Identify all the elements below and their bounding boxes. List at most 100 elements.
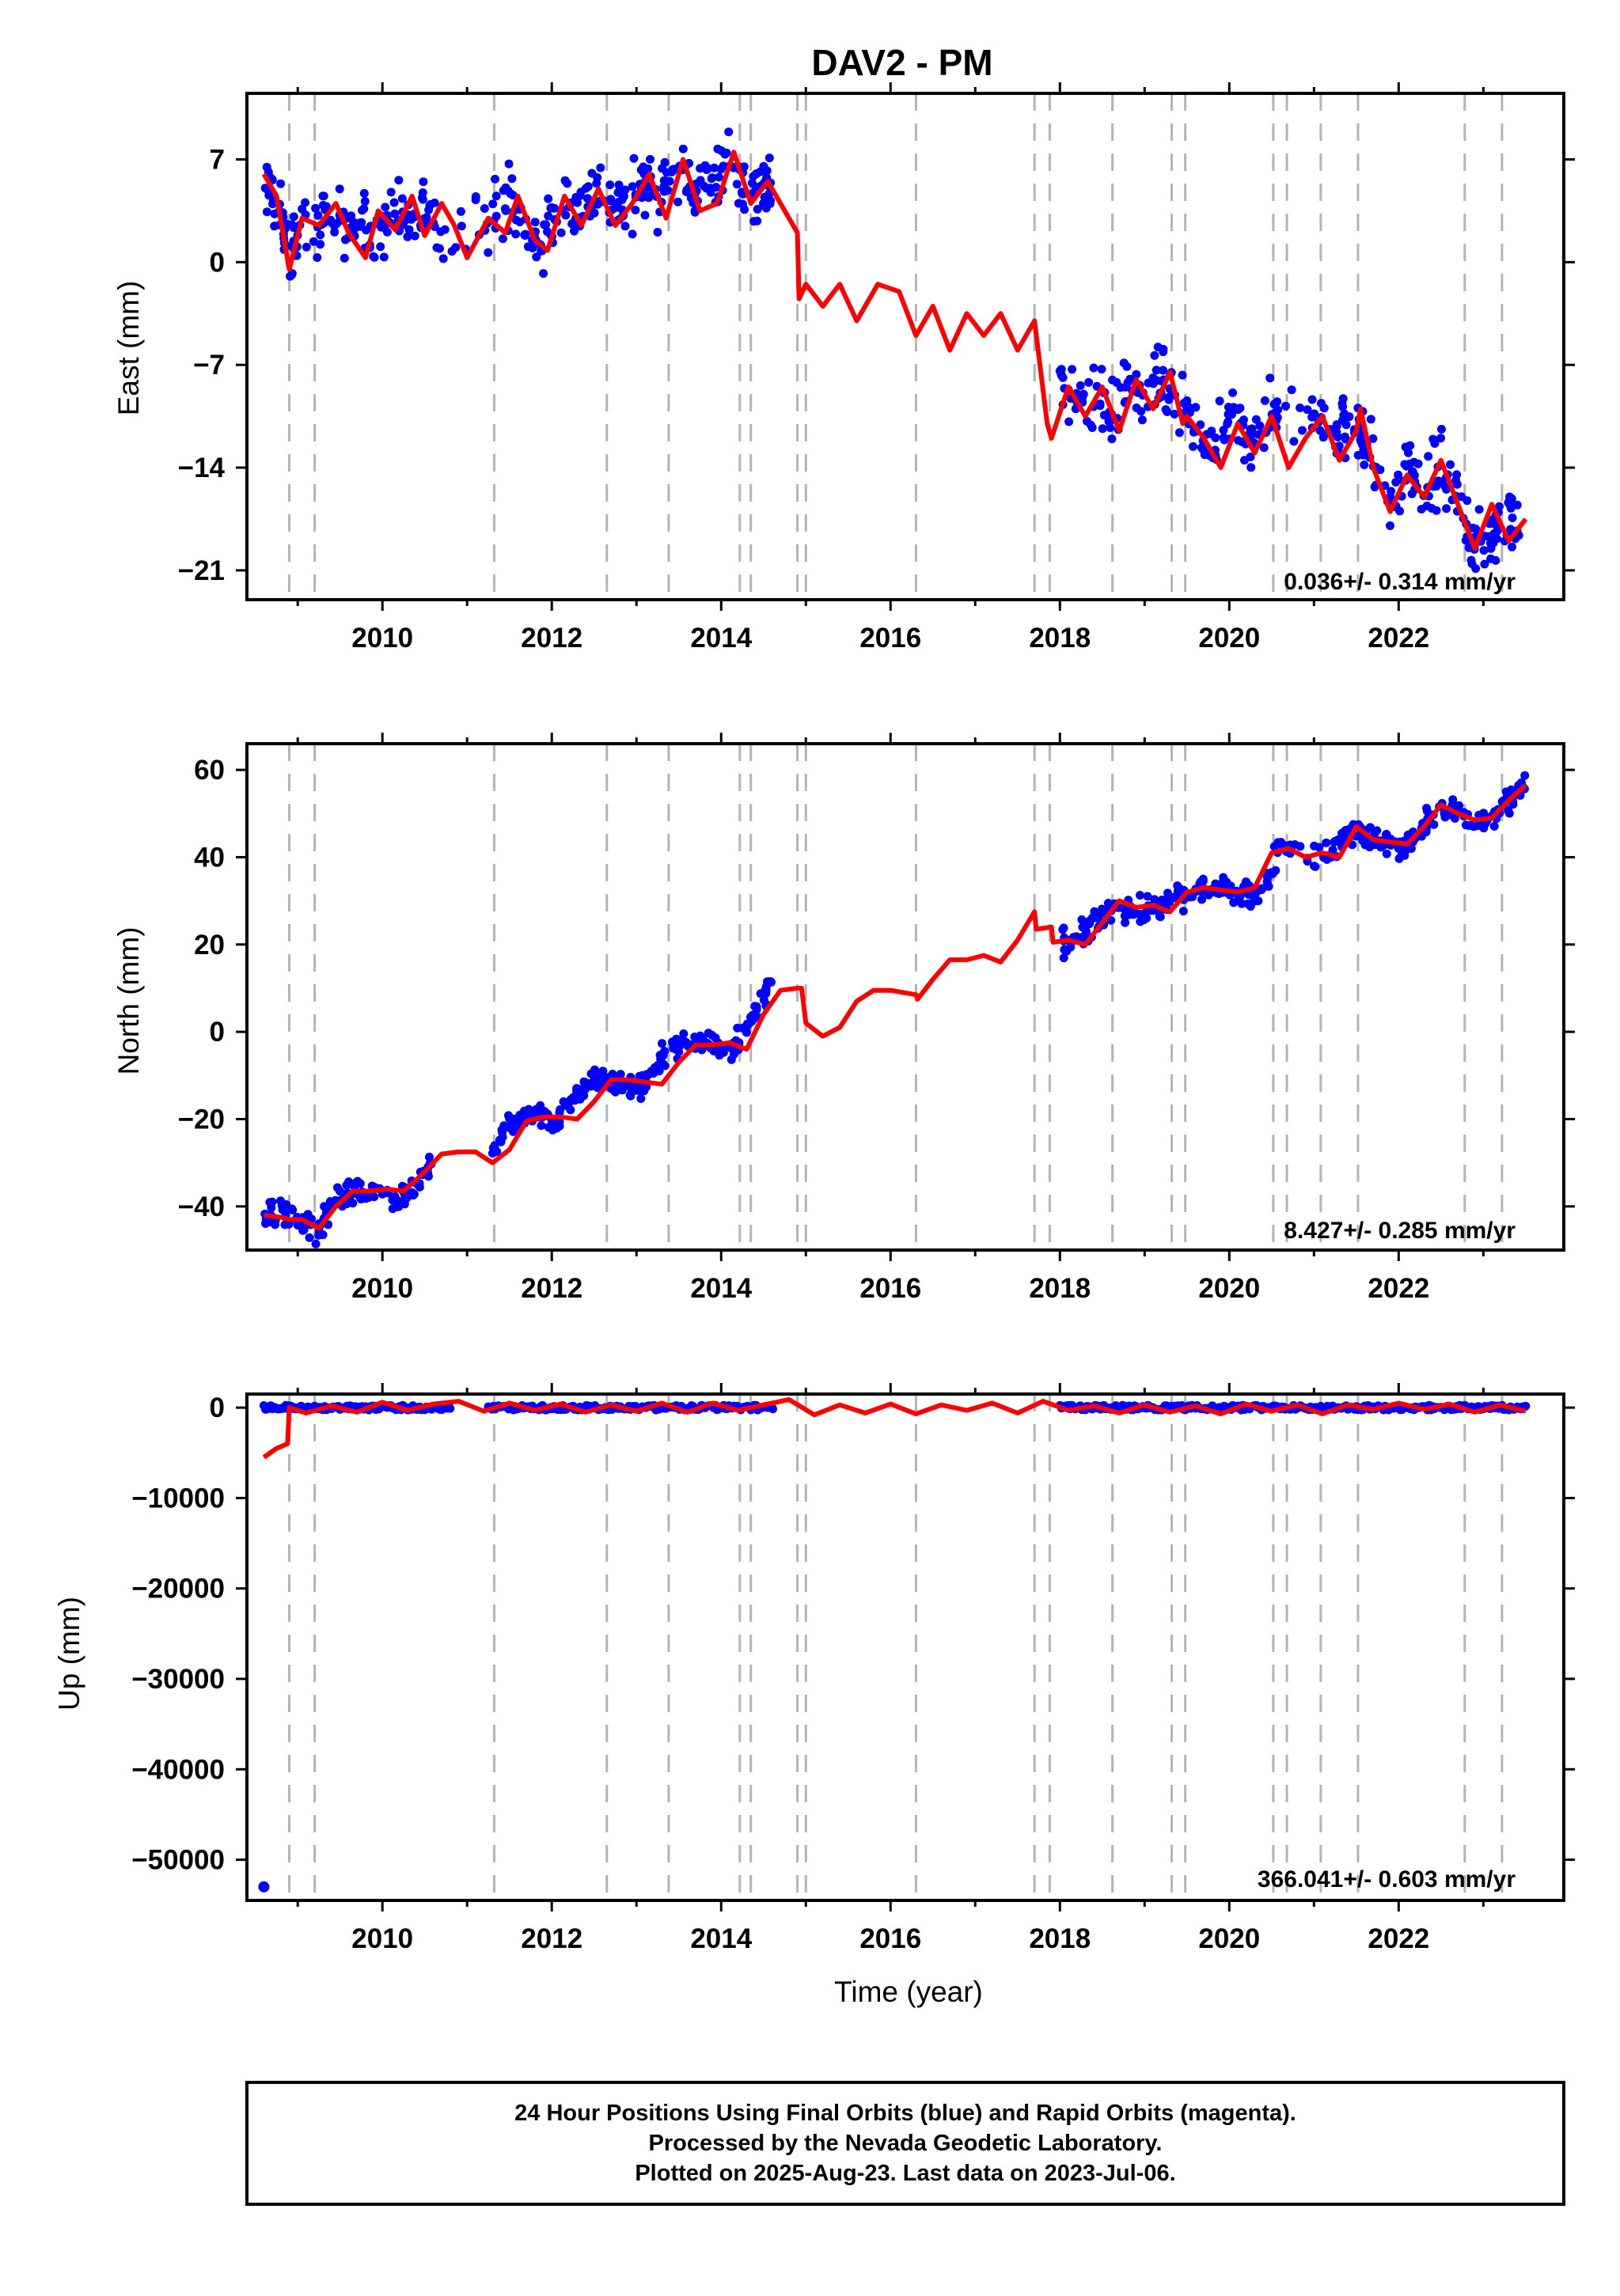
east-data-point-125 <box>397 194 407 203</box>
east-data-point-348 <box>696 164 705 173</box>
north-y-tick-label-3: 0 <box>210 1017 225 1048</box>
east-data-point-87 <box>359 188 369 198</box>
north-data-point-299 <box>679 1029 689 1039</box>
north-data-point-152 <box>495 1135 505 1145</box>
east-data-point-97 <box>353 222 362 231</box>
north-panel: 2010 2012 2014 2016 2018 2020 2022 60 40 20 0 −20 −4… <box>112 733 1575 1304</box>
north-data-point-35 <box>305 1233 314 1242</box>
east-data-point-52 <box>313 253 322 262</box>
x-axis-label: Time (year) <box>834 1976 983 2008</box>
east-data-point-738 <box>1471 564 1481 574</box>
east-data-point-98 <box>376 242 385 252</box>
east-data-point-471 <box>1132 369 1141 379</box>
east-data-point-443 <box>1106 423 1115 432</box>
east-data-point-749 <box>1491 555 1500 565</box>
north-data-point-475 <box>1165 897 1174 907</box>
east-data-point-78 <box>340 235 350 244</box>
east-data-point-709 <box>1442 504 1451 513</box>
east-data-point-489 <box>1151 366 1161 375</box>
east-data-point-360 <box>719 161 728 171</box>
north-data-point-251 <box>616 1070 625 1079</box>
north-data-point-571 <box>1290 840 1299 849</box>
east-data-point-169 <box>491 174 499 184</box>
east-data-point-105 <box>370 252 379 262</box>
east-data-point-564 <box>1255 421 1265 430</box>
east-data-point-359 <box>724 127 734 137</box>
north-data-point-666 <box>1422 804 1432 813</box>
east-data-point-418 <box>1055 366 1064 376</box>
east-data-point-51 <box>311 203 321 213</box>
east-data-point-424 <box>1084 377 1094 387</box>
east-data-point-222 <box>547 203 556 212</box>
east-data-point-598 <box>1307 412 1317 422</box>
north-y-axis-label: North (mm) <box>112 926 145 1074</box>
east-x-tick-label-2022: 2022 <box>1368 623 1429 654</box>
east-data-point-503 <box>1164 395 1174 404</box>
east-data-point-500 <box>1159 366 1168 375</box>
east-data-point-216 <box>544 211 553 221</box>
north-data-point-19 <box>280 1220 290 1229</box>
east-data-point-118 <box>394 176 404 185</box>
east-data-point-153 <box>426 199 435 209</box>
east-data-point-494 <box>1170 410 1179 419</box>
north-data-point-109 <box>393 1203 402 1211</box>
east-data-point-331 <box>690 207 700 217</box>
east-data-point-569 <box>1246 453 1255 461</box>
north-data-point-132 <box>425 1152 434 1161</box>
east-data-point-165 <box>457 222 466 231</box>
east-data-point-315 <box>659 187 669 196</box>
east-data-point-375 <box>740 205 749 214</box>
up-y-tick-label-4: −40000 <box>131 1754 225 1785</box>
east-data-point-127 <box>410 231 419 241</box>
north-data-point-363 <box>743 1021 753 1030</box>
north-data-point-361 <box>750 1002 760 1011</box>
north-data-point-349 <box>730 1049 738 1059</box>
east-data-point-330 <box>682 185 692 195</box>
footer-line-1: 24 Hour Positions Using Final Orbits (bl… <box>514 2101 1296 2126</box>
east-data-point-587 <box>1259 443 1269 453</box>
north-data-point-237 <box>594 1070 604 1079</box>
east-data-point-23 <box>276 179 286 188</box>
east-data-point-514 <box>1178 370 1187 380</box>
east-data-point-138 <box>419 177 428 187</box>
east-data-point-516 <box>1189 441 1197 451</box>
east-data-point-67 <box>330 227 340 237</box>
east-data-point-281 <box>631 206 640 214</box>
north-data-point-728 <box>1504 809 1514 818</box>
east-data-point-260 <box>605 180 615 190</box>
east-data-point-698 <box>1424 452 1433 461</box>
north-data-point-191 <box>548 1125 557 1135</box>
north-data-point-404 <box>1078 923 1087 932</box>
east-data-point-93 <box>360 197 370 206</box>
north-data-point-348 <box>733 1023 742 1032</box>
east-data-point-524 <box>1198 445 1208 454</box>
north-data-point-391 <box>1066 942 1076 952</box>
north-data-point-153 <box>488 1143 498 1153</box>
up-x-tick-label-2010: 2010 <box>351 1923 413 1954</box>
east-data-point-162 <box>480 204 489 213</box>
east-data-point-499 <box>1161 405 1170 415</box>
up-x-tick-label-2018: 2018 <box>1029 1923 1091 1954</box>
east-data-point-171 <box>488 199 498 209</box>
east-data-point-725 <box>1463 496 1472 506</box>
north-data-point-27 <box>287 1204 297 1214</box>
north-data-point-223 <box>582 1078 591 1088</box>
north-data-point-543 <box>1246 900 1255 910</box>
north-ticks: 2010 2012 2014 2016 2018 2020 2022 60 40 20 0 −20 −4… <box>178 733 1575 1304</box>
north-data-point-555 <box>1263 881 1273 891</box>
north-model-line <box>264 783 1527 1231</box>
east-data-point-707 <box>1451 475 1460 485</box>
north-data-point-669 <box>1429 820 1439 829</box>
up-data-point-279 <box>768 1404 777 1414</box>
north-x-tick-label-2018: 2018 <box>1029 1273 1091 1304</box>
east-data-point-174 <box>498 234 507 244</box>
north-data-point-11 <box>265 1198 275 1207</box>
footer-frame <box>245 2081 1565 2206</box>
up-event-lines <box>288 1394 1504 1900</box>
north-x-tick-label-2014: 2014 <box>690 1273 752 1304</box>
east-data-point-650 <box>1386 521 1394 530</box>
east-data-point-278 <box>619 191 628 201</box>
north-data-point-68 <box>332 1183 342 1192</box>
east-data-point-361 <box>710 163 719 172</box>
